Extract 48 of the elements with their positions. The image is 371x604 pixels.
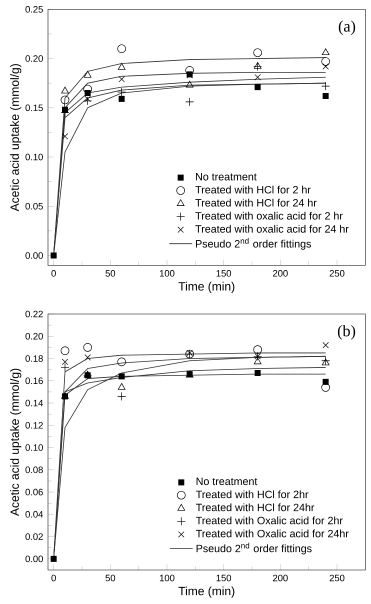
legend-label: Pseudo 2$^{nd}$ order fittings (196, 542, 312, 554)
legend-label: No treatment (196, 173, 257, 180)
y-tick-label: 0.02 (26, 533, 43, 540)
x-axis-title: Time (min) (178, 586, 235, 598)
legend-label: Pseudo 2$^{nd}$ order fittings (196, 238, 312, 250)
x-tick-label: 100 (160, 574, 175, 582)
legend-label: Treated with HCl for 2hr (196, 490, 309, 498)
y-tick-label: 0.00 (26, 252, 44, 259)
legend-label: Treated with HCl for 24hr (196, 503, 314, 512)
x-axis-title: Time (min) (178, 282, 235, 293)
y-tick-label: 0.18 (26, 355, 44, 362)
y-tick-label: 0.22 (26, 310, 43, 318)
legend-label: Treated with HCl for 24 hr (196, 198, 317, 207)
y-tick-label: 0.20 (26, 55, 44, 62)
legend-label: Treated with oxalic acid for 2 hr (196, 212, 343, 220)
y-tick-label: 0.16 (26, 377, 44, 384)
y-tick-label: 0.04 (26, 511, 44, 518)
y-tick-label: 0.15 (26, 104, 44, 112)
y-tick-label: 0.14 (26, 400, 44, 406)
x-tick-label: 200 (273, 270, 288, 277)
y-tick-label: 0.00 (26, 556, 44, 562)
y-axis-title: Acetic acid uptake (mmol/g) (10, 64, 22, 212)
legend-label: Treated with Oxalic acid for 24hr (196, 530, 349, 538)
y-tick-label: 0.06 (26, 488, 44, 496)
legend-label: Treated with Oxalic acid for 2hr (196, 516, 343, 524)
x-tick-label: 50 (106, 574, 116, 582)
y-tick-label: 0.10 (26, 154, 44, 160)
legend-label: Treated with HCl for 2 hr (196, 186, 311, 194)
x-tick-label: 50 (106, 270, 116, 277)
x-tick-label: 200 (273, 574, 288, 582)
x-tick-label: 100 (160, 270, 175, 277)
y-tick-label: 0.08 (26, 466, 44, 474)
y-tick-label: 0.12 (26, 422, 43, 429)
legend-label: Treated with oxalic acid for 24 hr (196, 224, 349, 233)
x-tick-label: 150 (216, 270, 232, 277)
legend-label: No treatment (196, 478, 258, 486)
x-tick-label: 0 (52, 574, 56, 582)
y-tick-label: 0.05 (26, 202, 44, 210)
y-tick-label: 0.10 (26, 444, 44, 451)
y-tick-label: 0.25 (26, 6, 44, 13)
x-tick-label: 250 (330, 270, 345, 277)
x-tick-label: 150 (216, 574, 232, 582)
y-tick-label: 0.20 (26, 332, 44, 340)
annotation: (a) (338, 20, 356, 35)
x-tick-label: 0 (52, 270, 56, 277)
x-tick-label: 250 (330, 574, 345, 582)
annotation: (b) (338, 325, 356, 340)
y-axis-title: Acetic acid uptake (mmol/g) (10, 368, 22, 516)
